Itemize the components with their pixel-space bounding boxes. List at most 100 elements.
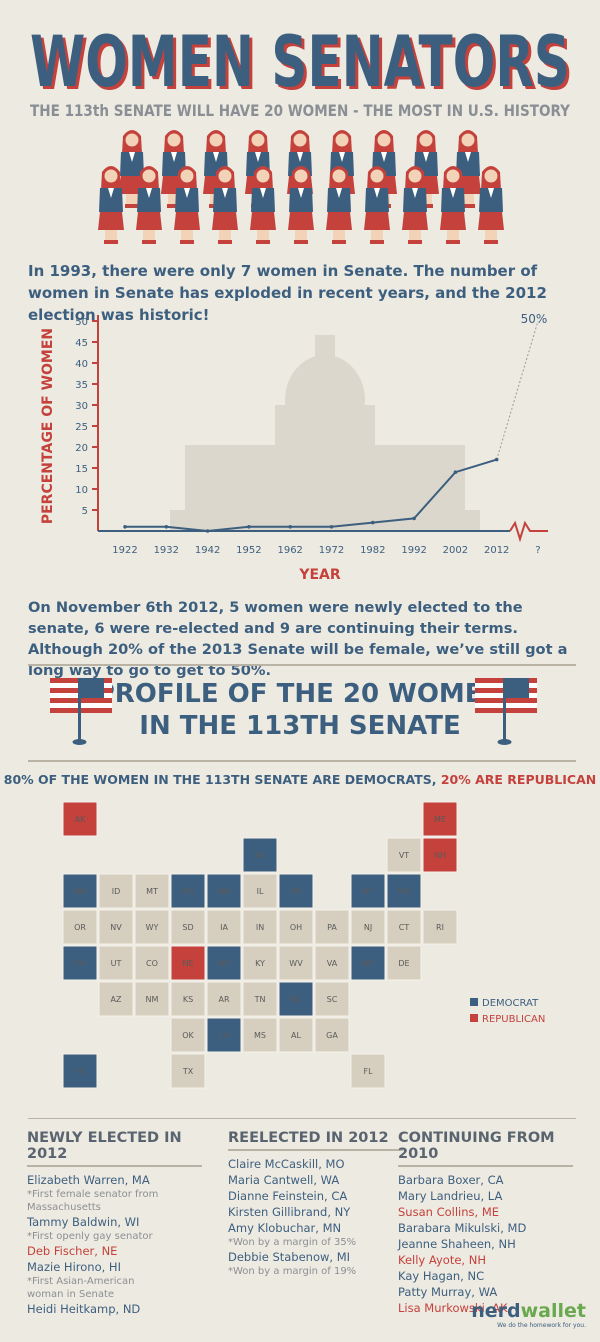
senator-note: *First female senator from Massachusetts bbox=[27, 1189, 159, 1213]
point bbox=[205, 529, 210, 533]
jacket bbox=[327, 188, 351, 212]
state bbox=[170, 909, 206, 945]
state-label: KY bbox=[255, 959, 265, 968]
state-label: RI bbox=[436, 923, 444, 932]
point bbox=[494, 457, 499, 462]
y-tick-label: 30 bbox=[75, 401, 88, 412]
senator-name: Kay Hagan, NC bbox=[398, 1269, 485, 1283]
woman-figure bbox=[440, 166, 466, 244]
shoes bbox=[180, 240, 194, 244]
skirt bbox=[136, 212, 162, 230]
state-label: NE bbox=[182, 959, 193, 968]
list-title: REELECTED IN 2012 bbox=[228, 1130, 403, 1151]
state-label: AZ bbox=[111, 995, 122, 1004]
profile-title: PROFILE OF THE 20 WOMEN bbox=[96, 679, 505, 709]
x-tick-label: 1932 bbox=[154, 545, 179, 556]
shoes bbox=[104, 240, 118, 244]
state bbox=[386, 909, 422, 945]
tagline: We do the homework for you. bbox=[497, 1322, 586, 1329]
head bbox=[142, 169, 156, 183]
legs bbox=[219, 230, 231, 240]
collar bbox=[412, 188, 418, 198]
state-label: VA bbox=[327, 959, 338, 968]
head bbox=[218, 169, 232, 183]
logo-wallet: wallet bbox=[520, 1300, 586, 1322]
senator-name: Dianne Feinstein, CA bbox=[228, 1189, 348, 1203]
head bbox=[446, 169, 460, 183]
legs bbox=[181, 230, 193, 240]
skirt bbox=[326, 212, 352, 230]
state bbox=[278, 981, 314, 1017]
state-label: WA bbox=[74, 887, 87, 896]
list-column: NEWLY ELECTED IN 2012 Elizabeth Warren, M… bbox=[27, 1130, 202, 1317]
head bbox=[377, 133, 391, 147]
flag bbox=[50, 678, 112, 745]
legs bbox=[143, 230, 155, 240]
shoes bbox=[294, 240, 308, 244]
canton bbox=[503, 678, 529, 698]
pole bbox=[503, 678, 506, 742]
state-label: AK bbox=[75, 815, 86, 824]
senator-name: Barbara Boxer, CA bbox=[398, 1173, 504, 1187]
legs bbox=[105, 230, 117, 240]
skirt bbox=[288, 212, 314, 230]
head bbox=[419, 133, 433, 147]
jacket bbox=[403, 188, 427, 212]
state-label: ME bbox=[434, 815, 446, 824]
y-tick-label: 5 bbox=[82, 506, 88, 517]
senator-note: *Won by a margin of 35% bbox=[228, 1237, 357, 1248]
state-label: TN bbox=[254, 995, 266, 1004]
woman-figure bbox=[212, 166, 238, 244]
collar bbox=[222, 188, 228, 198]
x-tick-label: 1972 bbox=[319, 545, 344, 556]
state bbox=[206, 981, 242, 1017]
legend-label: REPUBLICAN bbox=[482, 1014, 545, 1025]
women-figures bbox=[98, 130, 504, 244]
state bbox=[206, 873, 242, 909]
list-title: NEWLY ELECTED IN 2012 bbox=[27, 1130, 202, 1167]
state bbox=[422, 909, 458, 945]
y-tick-label: 20 bbox=[75, 443, 88, 454]
state bbox=[422, 837, 458, 873]
jacket bbox=[213, 188, 237, 212]
legs bbox=[257, 230, 269, 240]
x-tick-label: ? bbox=[535, 545, 540, 556]
woman-figure bbox=[402, 166, 428, 244]
head bbox=[332, 169, 346, 183]
state bbox=[350, 1053, 386, 1089]
state-label: IN bbox=[256, 923, 264, 932]
state-label: GA bbox=[326, 1031, 338, 1040]
state-label: CO bbox=[146, 959, 158, 968]
senator-name: Maria Cantwell, WA bbox=[228, 1173, 340, 1187]
state bbox=[242, 945, 278, 981]
senator-name: Mazie Hirono, HI bbox=[27, 1260, 121, 1274]
state bbox=[314, 981, 350, 1017]
pole bbox=[78, 678, 81, 742]
state-label: NY bbox=[363, 887, 374, 896]
senator-name: Elizabeth Warren, MA bbox=[27, 1173, 150, 1187]
state bbox=[134, 873, 170, 909]
state-label: OH bbox=[290, 923, 302, 932]
legs bbox=[485, 230, 497, 240]
collar bbox=[298, 188, 304, 198]
shoes bbox=[125, 204, 139, 208]
collar bbox=[336, 188, 342, 198]
point bbox=[247, 525, 251, 529]
state-map: AK ME WI VT NH WA ID MT ND MN IL MI NY MA OR NV WY SD IA IN… bbox=[62, 801, 545, 1089]
state-label: IL bbox=[257, 887, 264, 896]
state-label: WY bbox=[146, 923, 159, 932]
x-tick-label: 1992 bbox=[401, 545, 426, 556]
state-label: NH bbox=[434, 851, 446, 860]
state bbox=[242, 909, 278, 945]
jacket bbox=[289, 188, 313, 212]
x-axis-label: YEAR bbox=[298, 567, 341, 583]
collar bbox=[146, 188, 152, 198]
senator-note: *Won by a margin of 19% bbox=[228, 1266, 357, 1277]
x-tick-label: 1962 bbox=[277, 545, 302, 556]
state bbox=[134, 909, 170, 945]
point bbox=[164, 525, 169, 529]
legs bbox=[168, 194, 180, 204]
jacket bbox=[120, 152, 144, 176]
collar bbox=[108, 188, 114, 198]
head bbox=[251, 133, 265, 147]
